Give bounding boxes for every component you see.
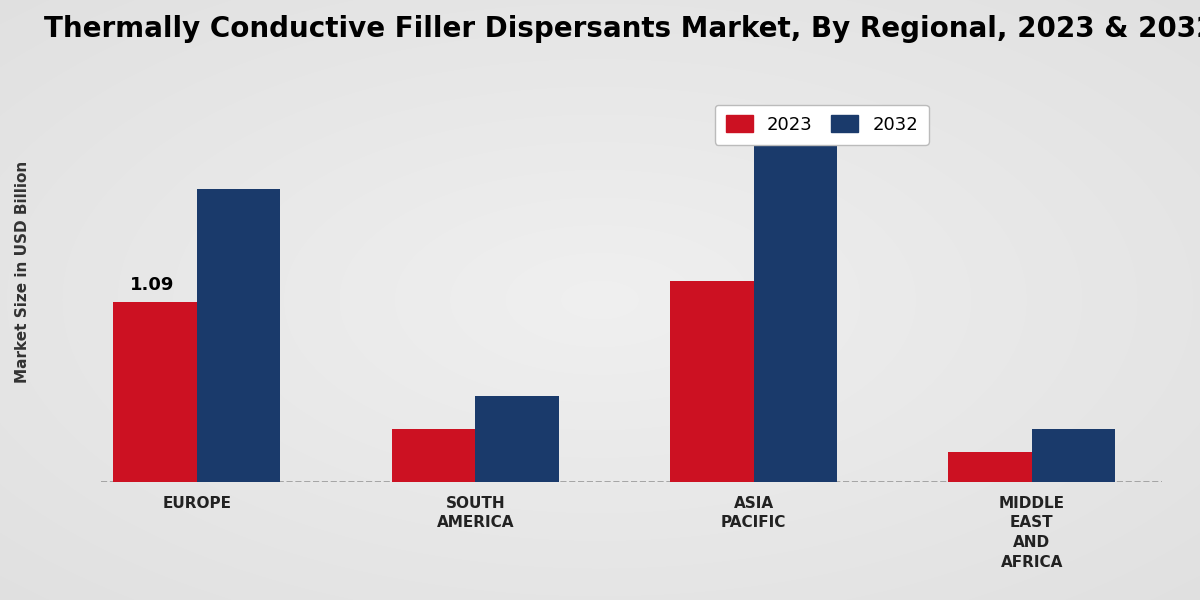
Bar [948,452,1032,482]
Bar [197,189,281,482]
Bar [754,139,838,482]
Bar [114,302,197,482]
Bar [391,429,475,482]
Y-axis label: Market Size in USD Billion: Market Size in USD Billion [14,161,30,383]
Text: 1.09: 1.09 [131,276,175,294]
Text: Thermally Conductive Filler Dispersants Market, By Regional, 2023 & 2032: Thermally Conductive Filler Dispersants … [44,15,1200,43]
Bar [670,281,754,482]
Bar [475,396,559,482]
Bar [1032,429,1116,482]
Legend: 2023, 2032: 2023, 2032 [715,104,929,145]
